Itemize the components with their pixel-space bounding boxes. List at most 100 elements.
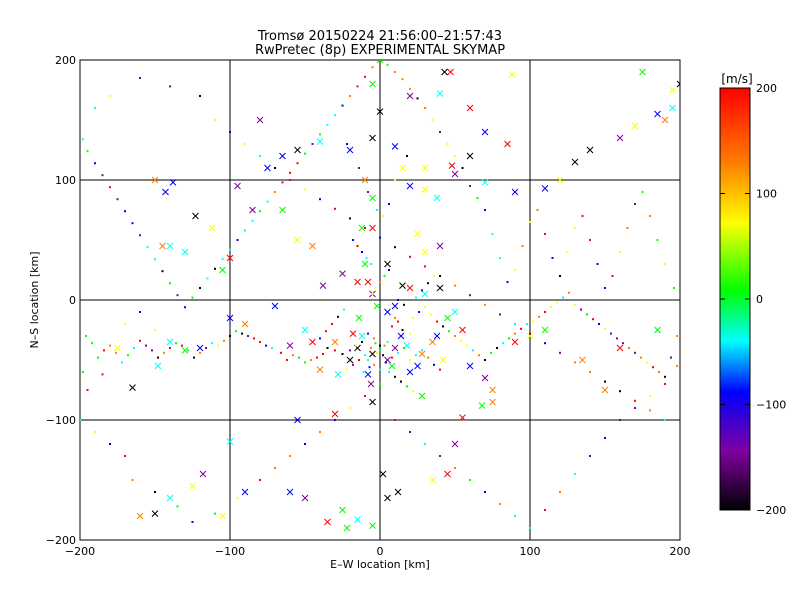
data-point-dot <box>559 491 561 493</box>
data-point-dot <box>346 143 348 145</box>
data-point-x <box>324 518 331 526</box>
data-point-dot <box>424 265 426 268</box>
data-point-dot <box>139 77 141 79</box>
data-point-dot <box>676 365 678 367</box>
data-point-x <box>586 146 594 154</box>
data-point-dot <box>430 313 432 316</box>
data-point-x <box>388 362 396 370</box>
data-point-dot <box>508 337 510 340</box>
data-point-dot <box>604 287 606 289</box>
data-point-dot <box>139 339 141 342</box>
data-point-x <box>421 186 429 193</box>
data-point-dot <box>94 162 96 165</box>
data-point-dot <box>199 351 201 354</box>
data-point-dot <box>341 353 344 355</box>
y-tick-label: −200 <box>46 534 76 547</box>
data-point-x <box>397 332 405 340</box>
data-point-x <box>369 350 376 358</box>
data-point-dot <box>559 275 561 277</box>
data-point-x <box>394 488 402 496</box>
y-tick-label: 200 <box>55 54 76 67</box>
data-point-dot <box>86 150 89 153</box>
data-point-dot <box>526 323 528 325</box>
data-point-dot <box>454 335 456 337</box>
data-point-x <box>136 512 144 520</box>
data-point-x <box>319 282 327 289</box>
data-point-dot <box>121 361 123 364</box>
data-point-dot <box>322 353 324 355</box>
data-point-dot <box>364 75 366 78</box>
data-point-dot <box>109 443 111 445</box>
data-point-dot <box>358 359 360 361</box>
data-point-dot <box>241 332 243 335</box>
data-point-dot <box>176 505 179 508</box>
data-point-dot <box>646 361 648 364</box>
y-tick-label: 0 <box>69 294 76 307</box>
data-point-x <box>192 212 199 220</box>
data-point-x <box>601 386 609 394</box>
data-point-x <box>219 512 226 520</box>
data-point-x <box>196 344 204 352</box>
data-point-x <box>358 224 366 232</box>
data-point-x <box>511 188 519 196</box>
colorbar-tick-label: −200 <box>756 504 786 517</box>
data-point-dot <box>544 233 546 235</box>
data-point-x <box>661 116 669 124</box>
data-point-dot <box>496 347 498 349</box>
data-point-dot <box>355 344 357 347</box>
data-point-dot <box>658 371 660 373</box>
data-point-dot <box>382 354 384 357</box>
data-point-x <box>481 179 489 186</box>
data-point-dot <box>334 207 336 210</box>
data-point-x <box>369 398 376 406</box>
data-point-dot <box>379 349 381 352</box>
data-point-dot <box>199 287 201 289</box>
data-point-dot <box>214 119 216 121</box>
data-point-x <box>489 386 496 394</box>
data-point-dot <box>476 197 479 199</box>
data-point-dot <box>211 342 213 345</box>
data-point-x <box>369 80 376 88</box>
data-point-x <box>654 326 661 334</box>
x-tick-label: −200 <box>65 545 95 558</box>
data-point-dot <box>319 431 321 433</box>
data-point-dot <box>289 171 291 174</box>
data-point-dot <box>649 215 651 217</box>
data-point-dot <box>664 419 666 421</box>
data-point-x <box>433 332 441 340</box>
data-point-dot <box>259 479 261 481</box>
data-point-dot <box>394 375 396 378</box>
data-point-dot <box>514 269 516 271</box>
data-point-x <box>436 284 444 292</box>
data-point-dot <box>499 313 501 316</box>
data-point-x <box>669 86 676 94</box>
data-point-x <box>301 326 309 334</box>
data-point-dot <box>403 347 405 349</box>
data-point-x <box>511 338 519 346</box>
data-point-dot <box>652 366 654 369</box>
data-point-dot <box>139 234 141 237</box>
data-point-x <box>384 308 391 316</box>
data-point-x <box>459 414 466 421</box>
data-point-x <box>339 506 346 514</box>
data-point-x <box>676 80 680 88</box>
data-point-dot <box>592 318 594 321</box>
data-point-dot <box>191 296 194 299</box>
data-point-dot <box>589 455 591 457</box>
data-point-dot <box>274 467 276 469</box>
data-point-x <box>286 342 294 349</box>
data-point-dot <box>319 198 321 201</box>
data-point-x <box>418 392 426 400</box>
data-point-x <box>447 68 454 76</box>
data-point-dot <box>634 399 636 402</box>
data-point-x <box>354 278 361 286</box>
data-point-dot <box>562 296 564 299</box>
data-point-dot <box>271 347 273 349</box>
data-point-x <box>309 242 316 250</box>
data-point-dot <box>409 87 411 90</box>
data-point-dot <box>640 356 642 359</box>
data-point-dot <box>379 383 381 385</box>
data-point-dot <box>367 332 369 335</box>
data-point-dot <box>247 335 249 337</box>
data-point-dot <box>634 351 636 354</box>
